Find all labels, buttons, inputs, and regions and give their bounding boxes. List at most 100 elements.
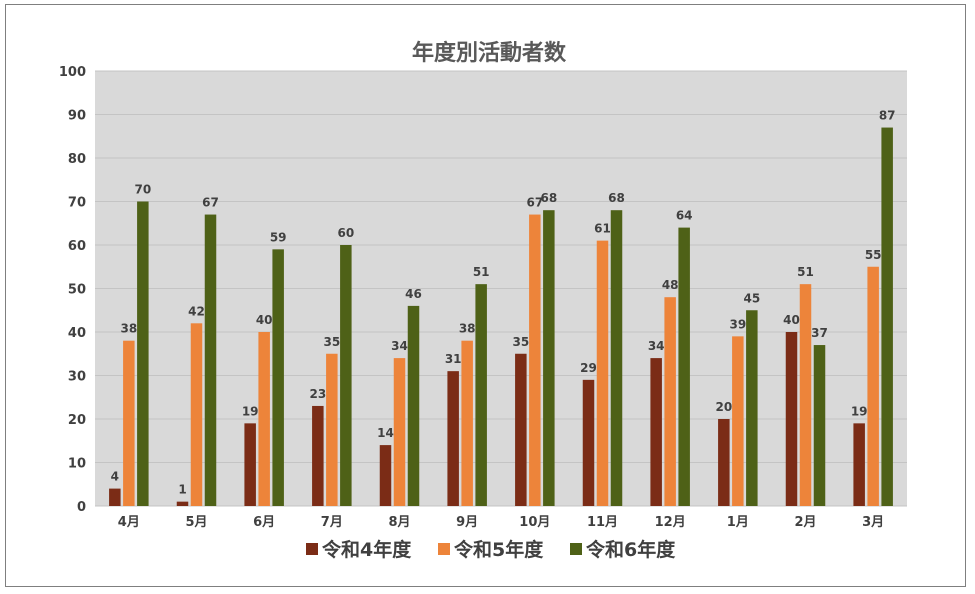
bar [718, 419, 730, 506]
y-tick-label: 50 [68, 283, 86, 298]
y-tick-label: 0 [77, 500, 86, 515]
bar [461, 340, 473, 506]
y-tick-label: 30 [68, 370, 86, 385]
x-tick-label: 11月 [587, 515, 618, 530]
data-label: 38 [459, 322, 476, 336]
bar [190, 323, 203, 506]
data-label: 67 [526, 196, 543, 210]
bar [137, 201, 149, 506]
bar [582, 379, 595, 506]
bar [176, 501, 189, 506]
y-tick-label: 100 [59, 65, 86, 80]
data-label: 19 [242, 404, 259, 418]
data-label: 59 [270, 230, 287, 244]
y-tick-label: 80 [68, 152, 86, 167]
data-label: 38 [120, 322, 137, 336]
y-tick-label: 90 [68, 109, 86, 124]
y-tick-label: 40 [68, 326, 86, 341]
data-label: 1 [178, 483, 186, 497]
bar [678, 227, 690, 506]
bar [650, 358, 662, 506]
data-label: 51 [473, 265, 490, 279]
bar [244, 423, 256, 506]
data-label: 55 [865, 248, 882, 262]
y-tick-label: 60 [68, 239, 86, 254]
bar [326, 353, 338, 506]
bar [475, 284, 487, 506]
data-label: 68 [540, 191, 557, 205]
x-tick-label: 2月 [794, 515, 816, 530]
bar [515, 353, 527, 506]
legend-label: 令和4年度 [322, 538, 412, 561]
x-tick-label: 5月 [185, 515, 207, 530]
bar [312, 405, 324, 506]
bar [785, 332, 798, 506]
legend: 令和4年度 令和5年度 令和6年度 [306, 538, 676, 561]
data-label: 39 [729, 317, 746, 331]
data-label: 51 [797, 265, 814, 279]
data-label: 46 [405, 287, 422, 301]
data-label: 40 [256, 313, 273, 327]
bar [204, 214, 217, 507]
data-label: 64 [676, 209, 693, 223]
data-labels: 4387014267194059233560143446313851356768… [111, 109, 896, 497]
bar [867, 266, 879, 506]
data-label: 42 [188, 304, 205, 318]
data-label: 14 [377, 426, 394, 440]
x-tick-label: 7月 [321, 515, 343, 530]
legend-swatch [306, 543, 318, 555]
bar [272, 249, 284, 506]
x-tick-label: 6月 [253, 515, 275, 530]
legend-swatch [570, 543, 582, 555]
data-label: 68 [608, 191, 625, 205]
legend-label: 令和6年度 [586, 538, 676, 561]
data-label: 29 [580, 361, 597, 375]
bar [853, 423, 865, 506]
legend-label: 令和5年度 [454, 538, 544, 561]
bar [543, 210, 555, 506]
x-tick-label: 12月 [655, 515, 686, 530]
data-label: 34 [391, 339, 408, 353]
bar [529, 214, 541, 507]
bar [813, 345, 826, 506]
data-label: 60 [337, 226, 354, 240]
data-label: 20 [715, 400, 732, 414]
x-tick-label: 3月 [862, 515, 884, 530]
data-label: 35 [323, 335, 340, 349]
y-axis: 0 10 20 30 40 50 60 70 80 90 100 [59, 65, 86, 515]
x-tick-label: 9月 [456, 515, 478, 530]
data-label: 48 [662, 278, 679, 292]
data-label: 34 [648, 339, 665, 353]
x-axis: 4月 5月 6月 7月 8月 9月 10月 11月 12月 1月 2月 3月 [118, 515, 884, 530]
x-tick-label: 10月 [519, 515, 550, 530]
bar [340, 245, 352, 506]
data-label: 61 [594, 222, 611, 236]
data-label: 35 [512, 335, 529, 349]
data-label: 67 [202, 196, 219, 210]
data-label: 37 [811, 326, 828, 340]
chart-title: 年度別活動者数 [412, 40, 567, 66]
bar [610, 210, 623, 506]
data-label: 23 [309, 387, 326, 401]
data-label: 87 [879, 109, 896, 123]
bar [799, 284, 812, 506]
bar [447, 371, 459, 506]
x-tick-label: 4月 [118, 515, 140, 530]
y-tick-label: 10 [68, 457, 86, 472]
bar [746, 310, 758, 506]
bar [379, 445, 392, 506]
data-label: 40 [783, 313, 800, 327]
bar [109, 488, 121, 506]
y-tick-label: 20 [68, 413, 86, 428]
data-label: 45 [743, 291, 760, 305]
bars [109, 127, 893, 507]
bar [881, 127, 893, 507]
data-label: 31 [445, 352, 462, 366]
y-tick-label: 70 [68, 196, 86, 211]
bar [393, 358, 406, 506]
data-label: 4 [111, 470, 119, 484]
gridlines [95, 70, 907, 507]
x-tick-label: 8月 [388, 515, 410, 530]
data-label: 70 [134, 183, 151, 197]
